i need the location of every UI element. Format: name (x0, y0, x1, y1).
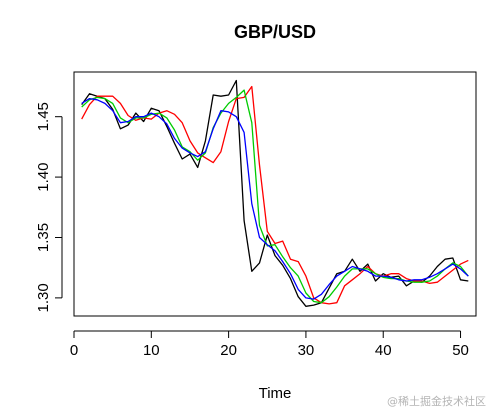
series-line-3 (81, 97, 469, 300)
y-tick-label: 1.45 (35, 102, 52, 131)
x-tick-label: 10 (143, 342, 160, 359)
x-tick-label: 0 (70, 342, 78, 359)
y-axis: 1.30 1.35 1.40 1.45 (35, 102, 63, 312)
x-tick-label: 30 (298, 342, 315, 359)
watermark-text: @稀土掘金技术社区 (387, 395, 486, 408)
series-line-1 (81, 85, 469, 305)
x-tick-label: 40 (375, 342, 392, 359)
series-layer (81, 79, 469, 307)
x-tick-label: 50 (452, 342, 469, 359)
y-tick-label: 1.30 (35, 283, 52, 312)
y-tick-label: 1.35 (35, 223, 52, 252)
x-axis: 0 10 20 30 40 50 (70, 330, 469, 359)
plot-area-frame (73, 71, 477, 317)
x-axis-label: Time (259, 385, 292, 402)
series-line-0 (81, 79, 469, 307)
chart-title: GBP/USD (234, 22, 316, 42)
series-line-2 (81, 89, 469, 304)
x-tick-label: 20 (220, 342, 237, 359)
y-tick-label: 1.40 (35, 162, 52, 191)
